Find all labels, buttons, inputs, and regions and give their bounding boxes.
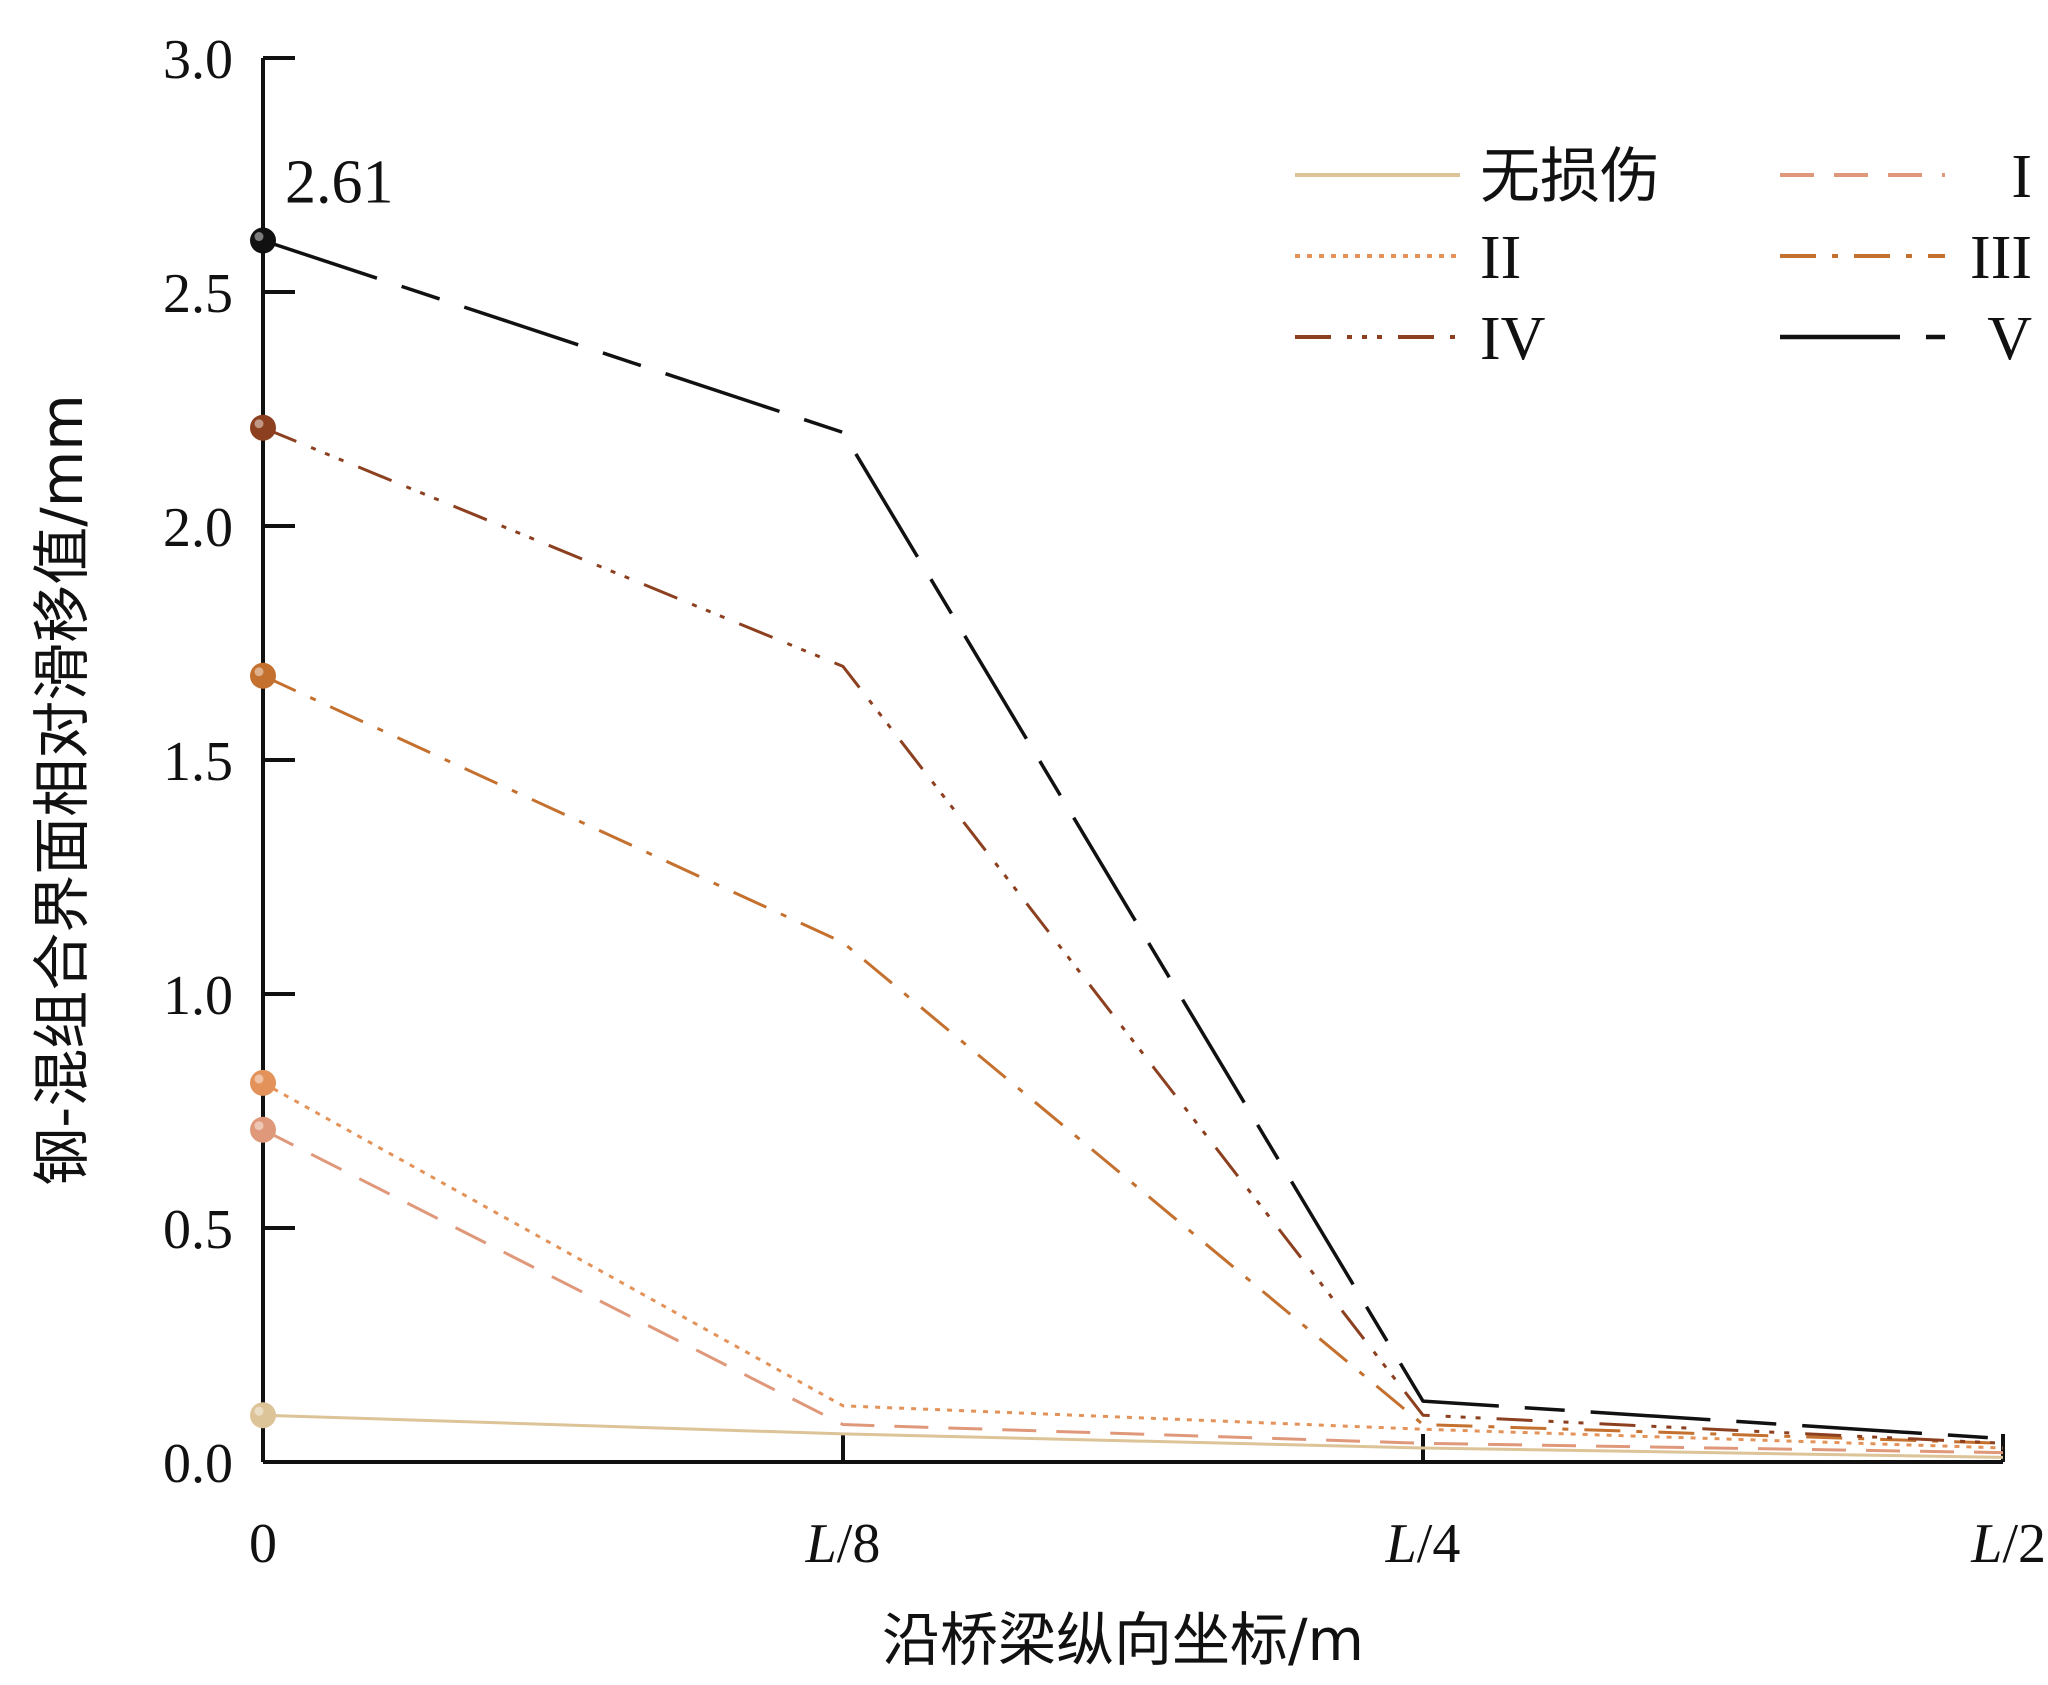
x-tick-label: L/2 — [1970, 1513, 2046, 1575]
y-tick-label: 1.0 — [163, 965, 233, 1027]
series-lines — [262, 238, 2004, 1459]
legend-label: IV — [1480, 305, 1546, 373]
series-start-point-3 — [250, 1069, 276, 1096]
x-tick-label: L/4 — [1385, 1513, 1461, 1575]
legend-label: V — [1987, 305, 2032, 373]
y-tick-label: 0.5 — [163, 1199, 233, 1261]
y-tick-label: 2.5 — [163, 263, 233, 325]
series-start-highlight — [254, 419, 264, 429]
series-line-4 — [262, 674, 2004, 1445]
peak-annotation: 2.61 — [285, 149, 394, 217]
series-start-highlight — [254, 1074, 264, 1084]
series-start-point-1 — [250, 1402, 276, 1429]
legend-label: I — [2011, 143, 2032, 211]
series-start-point-2 — [250, 1116, 276, 1143]
start-markers — [250, 227, 276, 1429]
series-start-point-5 — [250, 414, 276, 441]
series-start-point-4 — [250, 662, 276, 689]
series-start-highlight — [254, 1406, 264, 1416]
series-start-highlight — [254, 1121, 264, 1131]
series-start-point-6 — [250, 227, 276, 254]
series-line-6 — [262, 238, 2004, 1441]
legend-item-1: 无损伤 — [1295, 142, 1660, 212]
y-tick-label: 1.5 — [163, 731, 233, 793]
legend-label: II — [1480, 224, 1521, 292]
y-tick-label: 2.0 — [163, 497, 233, 559]
y-axis-title: 钢-混组合界面相对滑移值/mm — [28, 394, 96, 1185]
axes: 0.0 0.5 1.0 1.5 2.0 2.5 3.0 0 L/8 L/4 L/2 — [163, 29, 2046, 1575]
series-start-highlight — [254, 667, 264, 677]
legend-item-5: IV — [1295, 305, 1546, 373]
legend-item-4: III — [1780, 224, 2032, 292]
x-tick-label: L/8 — [805, 1513, 881, 1575]
x-axis-title: 沿桥梁纵向坐标/m — [882, 1606, 1364, 1674]
y-tick-label: 0.0 — [163, 1433, 233, 1495]
legend-item-3: II — [1295, 224, 1521, 292]
series-line-1 — [262, 1413, 2004, 1459]
legend-label: III — [1970, 224, 2032, 292]
series-line-3 — [262, 1081, 2004, 1450]
legend-item-6: V — [1780, 305, 2032, 373]
x-tick-label: 0 — [249, 1513, 277, 1575]
legend-item-2: I — [1780, 143, 2032, 211]
series-line-2 — [262, 1128, 2004, 1455]
y-tick-label: 3.0 — [163, 29, 233, 91]
legend-label: 无损伤 — [1480, 142, 1660, 212]
series-start-highlight — [254, 232, 264, 242]
series-line-5 — [262, 426, 2004, 1445]
